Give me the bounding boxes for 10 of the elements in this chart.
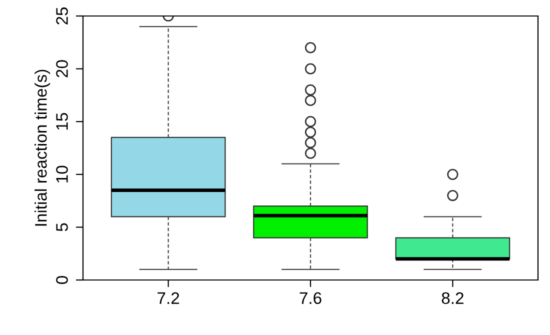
y-tick-label: 10 <box>56 166 68 182</box>
y-tick-label: 20 <box>56 60 68 78</box>
y-tick-label: 0 <box>56 276 68 284</box>
y-tick-label: 15 <box>56 113 68 130</box>
x-tick-label: 7.6 <box>300 292 322 304</box>
x-tick-label: 8.2 <box>442 292 464 304</box>
y-tick-label: 25 <box>56 7 68 24</box>
x-tick-label: 7.2 <box>158 292 180 304</box>
y-tick-label: 5 <box>56 223 68 232</box>
y-axis-title: Initial reaction time(s) <box>34 70 50 226</box>
